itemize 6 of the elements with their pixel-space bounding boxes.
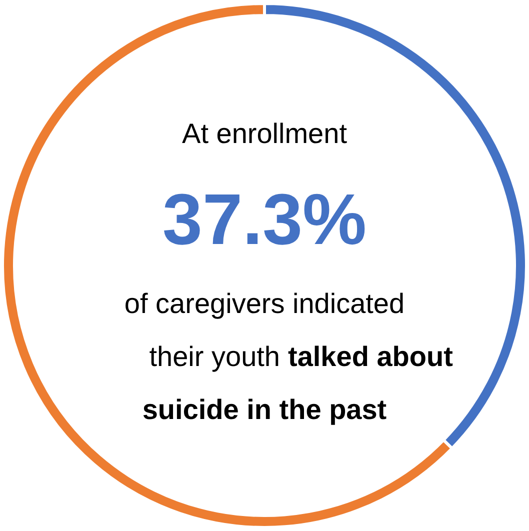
text: talked about: [288, 341, 453, 372]
text: of caregivers indicated: [124, 288, 405, 319]
text: At enrollment: [182, 118, 348, 149]
text: their youth: [149, 341, 280, 372]
text: suicide in the past: [142, 394, 387, 425]
data-label: 37.3%: [162, 180, 367, 260]
